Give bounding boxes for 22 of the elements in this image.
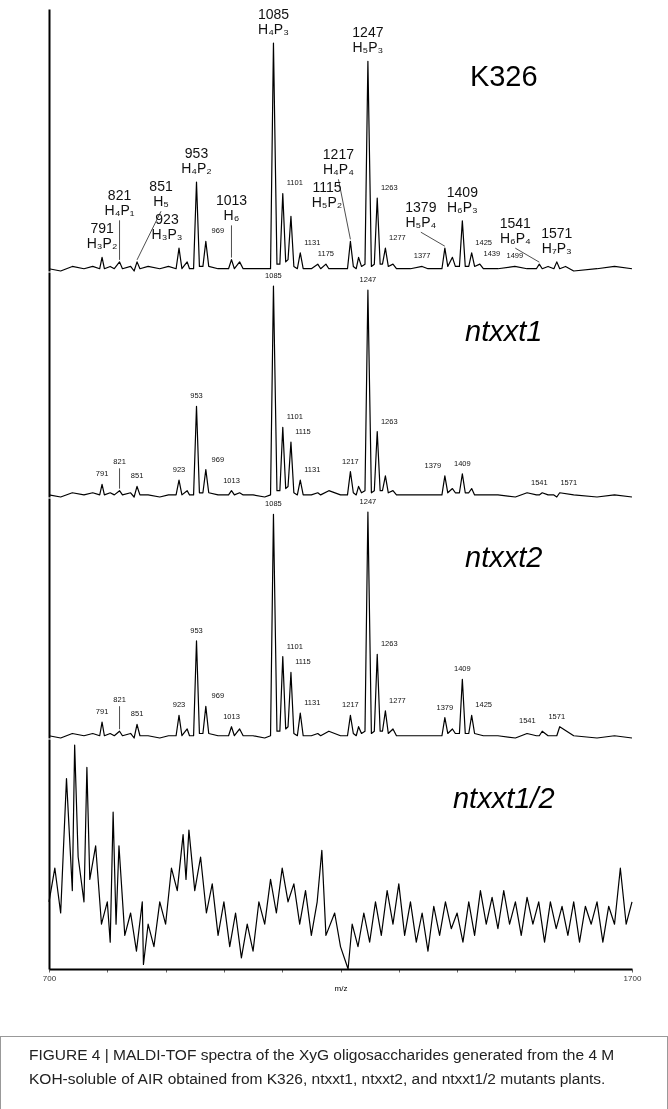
annotation: 851 H₅ <box>149 178 173 210</box>
annotation: 1541 H₆P₄ <box>499 215 532 247</box>
annotation: 923 H₃P₃ <box>151 211 183 243</box>
text: ntxxt2 <box>465 541 543 573</box>
annotation: 1379 H₅P₄ <box>405 199 437 231</box>
text: ntxxt1 <box>465 315 543 347</box>
annotation: 1085 H₄P₃ <box>257 6 290 37</box>
annotation: 821 H₄P₁ <box>104 187 135 219</box>
annotation: 1217 H₄P₄ <box>322 146 355 178</box>
x-axis-title: m/z <box>334 983 348 993</box>
annotation: 1013 H₆ <box>215 192 248 224</box>
annotation: 1247 H₅P₃ <box>352 24 384 56</box>
caption: FIGURE 4 | MALDI-TOF spectra of the XyG oligosaccharides generated from the 4 M KOH-soluble of AIR obtained from K326, ntxxt1, ntxxt2, and ntxxt1/2 mutants plants. <box>0 1036 668 1109</box>
x-tick-label: 700 <box>42 973 57 983</box>
x-tick-label: 1700 <box>623 973 642 983</box>
annotation: 953 H₄P₂ <box>181 145 212 177</box>
text: K326 <box>469 60 538 92</box>
annotation: 791 H₃P₂ <box>86 220 118 252</box>
text: ntxxt1/2 <box>452 782 555 814</box>
annotation: 1571 H₇P₃ <box>541 224 573 256</box>
annotation: 1115 H₅P₂ <box>311 179 343 211</box>
annotation: 1409 H₆P₃ <box>446 183 479 215</box>
